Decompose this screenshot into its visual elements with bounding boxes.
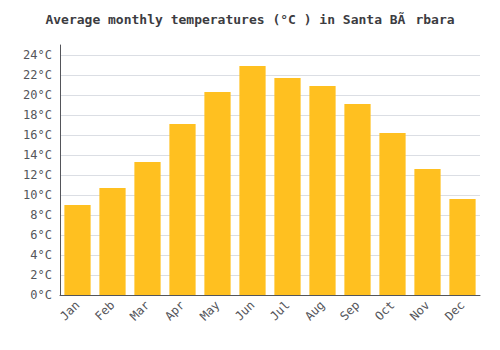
svg-text:Apr: Apr [162,298,187,323]
svg-text:Jan: Jan [57,298,82,323]
svg-text:Feb: Feb [92,298,117,323]
svg-text:20°C: 20°C [23,88,52,102]
svg-text:12°C: 12°C [23,168,52,182]
svg-text:Aug: Aug [302,298,327,323]
svg-text:2°C: 2°C [30,268,52,282]
svg-text:4°C: 4°C [30,248,52,262]
svg-text:Average monthly temperatures (: Average monthly temperatures (°C ) in Sa… [45,12,454,27]
svg-text:Oct: Oct [372,298,397,323]
svg-text:18°C: 18°C [23,108,52,122]
svg-text:8°C: 8°C [30,208,52,222]
svg-text:24°C: 24°C [23,48,52,62]
svg-text:0°C: 0°C [30,288,52,302]
svg-text:Jun: Jun [232,298,257,323]
svg-text:May: May [197,298,222,323]
svg-text:16°C: 16°C [23,128,52,142]
svg-text:22°C: 22°C [23,68,52,82]
svg-text:Nov: Nov [407,298,432,323]
svg-text:Jul: Jul [267,298,292,323]
svg-text:Mar: Mar [127,298,152,323]
svg-text:6°C: 6°C [30,228,52,242]
svg-text:14°C: 14°C [23,148,52,162]
svg-text:Sep: Sep [337,298,362,323]
svg-text:Dec: Dec [442,298,467,323]
svg-text:10°C: 10°C [23,188,52,202]
